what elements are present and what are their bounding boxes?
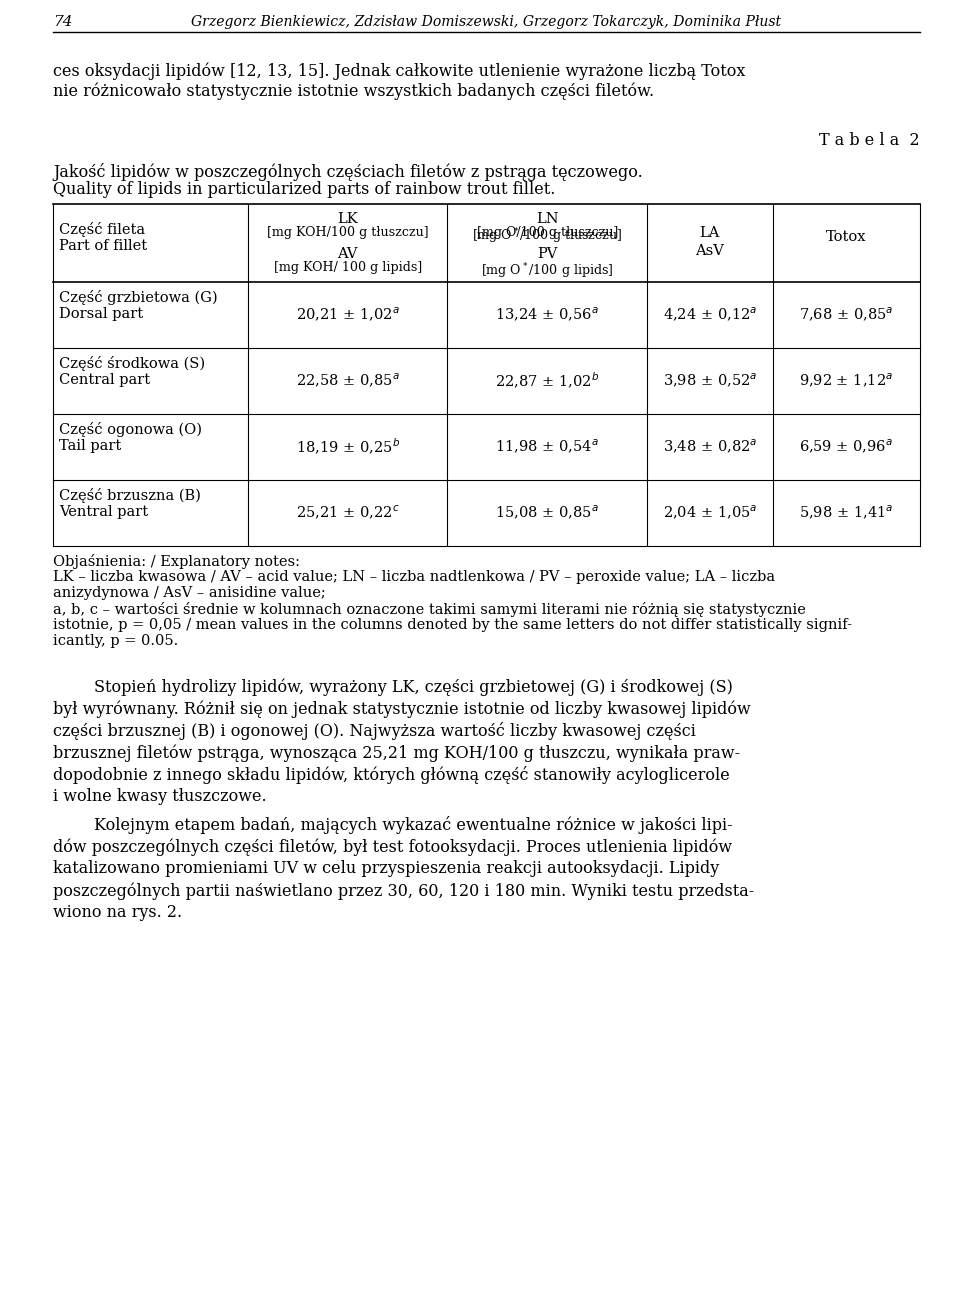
Text: katalizowano promieniami UV w celu przyspieszenia reakcji autooksydacji. Lipidy: katalizowano promieniami UV w celu przys… bbox=[53, 861, 719, 877]
Text: 22,58 ± 0,85$^{a}$: 22,58 ± 0,85$^{a}$ bbox=[296, 371, 399, 389]
Text: LK: LK bbox=[337, 212, 358, 226]
Text: nie różnicowało statystycznie istotnie wszystkich badanych części filetów.: nie różnicowało statystycznie istotnie w… bbox=[53, 82, 654, 100]
Text: Kolejnym etapem badań, mających wykazać ewentualne różnice w jakości lipi-: Kolejnym etapem badań, mających wykazać … bbox=[53, 817, 732, 835]
Text: T a b e l a  2: T a b e l a 2 bbox=[820, 132, 920, 149]
Text: Central part: Central part bbox=[59, 373, 150, 387]
Text: AsV: AsV bbox=[695, 245, 724, 258]
Text: 15,08 ± 0,85$^{a}$: 15,08 ± 0,85$^{a}$ bbox=[495, 503, 599, 521]
Text: 2,04 ± 1,05$^{a}$: 2,04 ± 1,05$^{a}$ bbox=[662, 503, 757, 521]
Text: 3,98 ± 0,52$^{a}$: 3,98 ± 0,52$^{a}$ bbox=[662, 371, 757, 389]
Text: [mg O/100 g tłuszczu]: [mg O/100 g tłuszczu] bbox=[476, 226, 618, 239]
Text: [mg KOH/100 g tłuszczu]: [mg KOH/100 g tłuszczu] bbox=[267, 226, 428, 239]
Text: wiono na rys. 2.: wiono na rys. 2. bbox=[53, 905, 182, 921]
Text: 5,98 ± 1,41$^{a}$: 5,98 ± 1,41$^{a}$ bbox=[799, 503, 894, 521]
Text: PV: PV bbox=[537, 247, 558, 261]
Text: ces oksydacji lipidów [12, 13, 15]. Jednak całkowite utlenienie wyrażone liczbą : ces oksydacji lipidów [12, 13, 15]. Jedn… bbox=[53, 62, 745, 79]
Text: 9,92 ± 1,12$^{a}$: 9,92 ± 1,12$^{a}$ bbox=[800, 371, 894, 389]
Text: był wyrównany. Różnił się on jednak statystycznie istotnie od liczby kwasowej li: był wyrównany. Różnił się on jednak stat… bbox=[53, 700, 751, 717]
Text: Część ogonowa (O): Część ogonowa (O) bbox=[59, 422, 202, 437]
Text: 18,19 ± 0,25$^{b}$: 18,19 ± 0,25$^{b}$ bbox=[296, 437, 400, 457]
Text: Stopień hydrolizy lipidów, wyrażony LK, części grzbietowej (G) i środkowej (S): Stopień hydrolizy lipidów, wyrażony LK, … bbox=[53, 678, 732, 695]
Text: 7,68 ± 0,85$^{a}$: 7,68 ± 0,85$^{a}$ bbox=[799, 305, 894, 324]
Text: LK – liczba kwasowa / AV – acid value; LN – liczba nadtlenkowa / PV – peroxide v: LK – liczba kwasowa / AV – acid value; L… bbox=[53, 569, 775, 584]
Text: a, b, c – wartości średnie w kolumnach oznaczone takimi samymi literami nie różn: a, b, c – wartości średnie w kolumnach o… bbox=[53, 602, 805, 617]
Text: Część brzuszna (B): Część brzuszna (B) bbox=[59, 488, 201, 503]
Text: 20,21 ± 1,02$^{a}$: 20,21 ± 1,02$^{a}$ bbox=[296, 305, 399, 324]
Text: istotnie, p = 0,05 / mean values in the columns denoted by the same letters do n: istotnie, p = 0,05 / mean values in the … bbox=[53, 619, 852, 631]
Text: [mg KOH/ 100 g lipids]: [mg KOH/ 100 g lipids] bbox=[274, 261, 421, 274]
Text: Ventral part: Ventral part bbox=[59, 505, 148, 519]
Text: 13,24 ± 0,56$^{a}$: 13,24 ± 0,56$^{a}$ bbox=[495, 305, 599, 324]
Text: icantly, p = 0.05.: icantly, p = 0.05. bbox=[53, 634, 179, 648]
Text: Part of fillet: Part of fillet bbox=[59, 239, 147, 254]
Text: 22,87 ± 1,02$^{b}$: 22,87 ± 1,02$^{b}$ bbox=[495, 371, 599, 391]
Text: [mg O$^*$/100 g lipids]: [mg O$^*$/100 g lipids] bbox=[481, 261, 613, 281]
Text: Tail part: Tail part bbox=[59, 439, 121, 453]
Text: 11,98 ± 0,54$^{a}$: 11,98 ± 0,54$^{a}$ bbox=[495, 437, 599, 455]
Text: AV: AV bbox=[338, 247, 358, 261]
Text: Quality of lipids in particularized parts of rainbow trout fillet.: Quality of lipids in particularized part… bbox=[53, 181, 556, 198]
Text: Część środkowa (S): Część środkowa (S) bbox=[59, 356, 205, 371]
Text: Grzegorz Bienkiewicz, Zdzisław Domiszewski, Grzegorz Tokarczyk, Dominika Płust: Grzegorz Bienkiewicz, Zdzisław Domiszews… bbox=[191, 16, 781, 28]
Text: [mg O$^*$/100 g tłuszczu]: [mg O$^*$/100 g tłuszczu] bbox=[472, 226, 622, 246]
Text: LN: LN bbox=[536, 212, 559, 226]
Text: i wolne kwasy tłuszczowe.: i wolne kwasy tłuszczowe. bbox=[53, 788, 267, 805]
Text: anizydynowa / AsV – anisidine value;: anizydynowa / AsV – anisidine value; bbox=[53, 586, 325, 600]
Text: LA: LA bbox=[700, 226, 720, 239]
Text: Część fileta: Część fileta bbox=[59, 223, 145, 237]
Text: Totox: Totox bbox=[826, 230, 867, 245]
Text: Objaśnienia: / Explanatory notes:: Objaśnienia: / Explanatory notes: bbox=[53, 554, 300, 569]
Text: 3,48 ± 0,82$^{a}$: 3,48 ± 0,82$^{a}$ bbox=[662, 437, 757, 455]
Text: dów poszczególnych części filetów, był test fotooksydacji. Proces utlenienia lip: dów poszczególnych części filetów, był t… bbox=[53, 839, 732, 855]
Text: części brzusznej (B) i ogonowej (O). Najwyższa wartość liczby kwasowej części: części brzusznej (B) i ogonowej (O). Naj… bbox=[53, 722, 696, 740]
Text: 25,21 ± 0,22$^{c}$: 25,21 ± 0,22$^{c}$ bbox=[296, 503, 399, 521]
Text: brzusznej filetów pstrąga, wynosząca 25,21 mg KOH/100 g tłuszczu, wynikała praw-: brzusznej filetów pstrąga, wynosząca 25,… bbox=[53, 744, 740, 761]
Text: 4,24 ± 0,12$^{a}$: 4,24 ± 0,12$^{a}$ bbox=[662, 305, 757, 324]
Text: Część grzbietowa (G): Część grzbietowa (G) bbox=[59, 290, 218, 305]
Text: poszczególnych partii naświetlano przez 30, 60, 120 i 180 min. Wyniki testu prze: poszczególnych partii naświetlano przez … bbox=[53, 883, 755, 899]
Text: Dorsal part: Dorsal part bbox=[59, 307, 143, 321]
Text: 6,59 ± 0,96$^{a}$: 6,59 ± 0,96$^{a}$ bbox=[800, 437, 893, 455]
Text: Jakość lipidów w poszczególnych częściach filetów z pstrąga tęczowego.: Jakość lipidów w poszczególnych częściac… bbox=[53, 163, 643, 181]
Text: dopodobnie z innego składu lipidów, których główną część stanowiły acyloglicerol: dopodobnie z innego składu lipidów, któr… bbox=[53, 766, 730, 784]
Text: 74: 74 bbox=[53, 16, 73, 28]
